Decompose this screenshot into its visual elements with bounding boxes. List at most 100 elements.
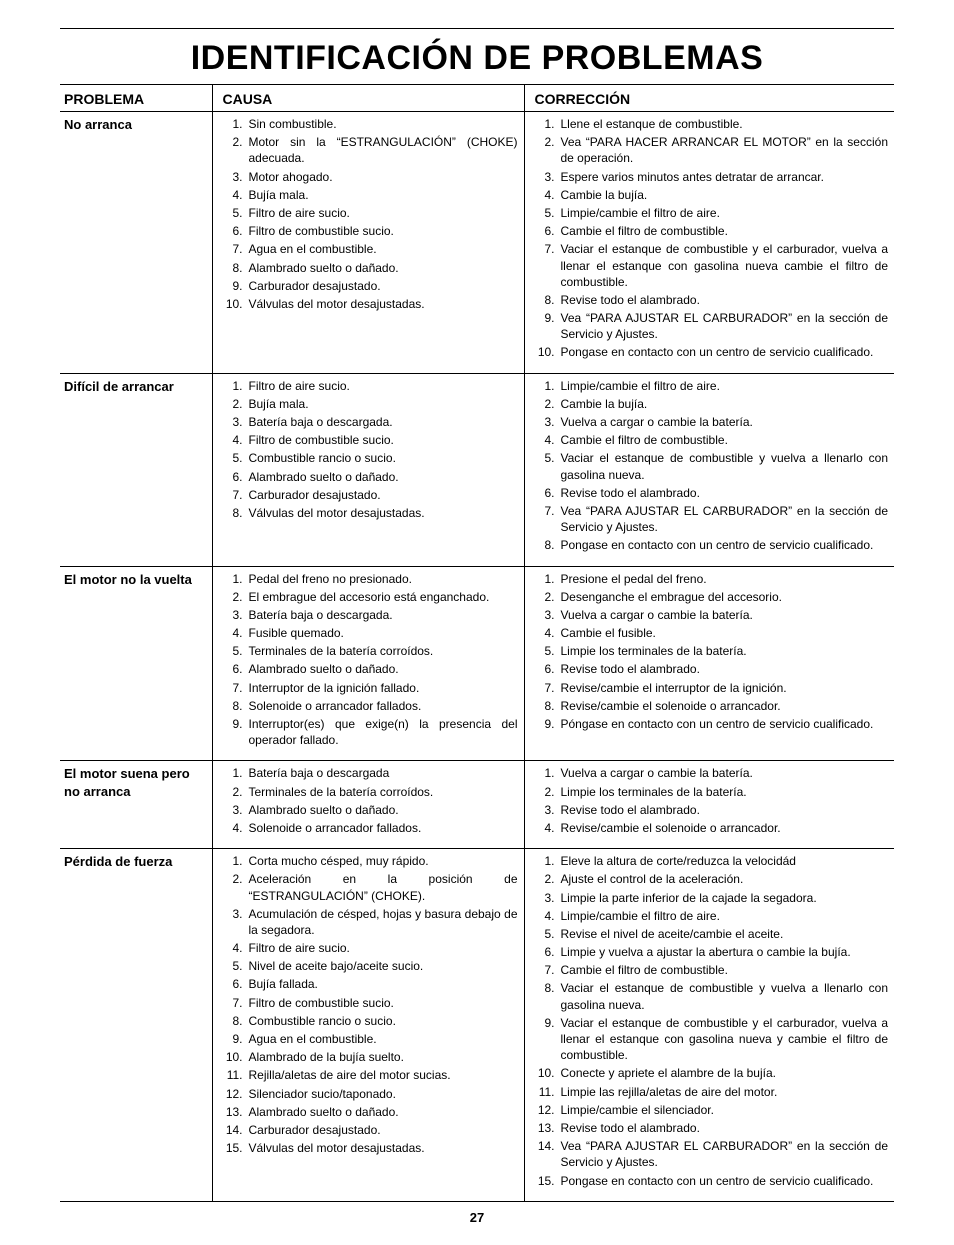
item-text: Alambrado suelto o dañado. bbox=[249, 1104, 518, 1120]
item-number: 14. bbox=[535, 1138, 561, 1154]
item-number: 1. bbox=[223, 378, 249, 394]
correction-item: 1.Llene el estanque de combustible. bbox=[535, 116, 889, 132]
item-text: Solenoide o arrancador fallados. bbox=[249, 820, 518, 836]
correction-item: 5.Limpie los terminales de la batería. bbox=[535, 643, 889, 659]
item-number: 14. bbox=[223, 1122, 249, 1138]
item-text: Filtro de aire sucio. bbox=[249, 378, 518, 394]
cause-item: 1.Filtro de aire sucio. bbox=[223, 378, 518, 394]
correction-item: 5.Limpie/cambie el filtro de aire. bbox=[535, 205, 889, 221]
item-text: Desenganche el embrague del accesorio. bbox=[561, 589, 889, 605]
item-text: Vea “PARA AJUSTAR EL CARBURADOR” en la s… bbox=[561, 1138, 889, 1170]
correction-item: 7.Cambie el filtro de combustible. bbox=[535, 962, 889, 978]
item-text: Válvulas del motor desajustadas. bbox=[249, 505, 518, 521]
problem-cell: El motor no la vuelta bbox=[60, 566, 212, 761]
item-number: 6. bbox=[535, 944, 561, 960]
item-number: 4. bbox=[535, 625, 561, 641]
item-text: Cambie la bujía. bbox=[561, 396, 889, 412]
item-text: Combustible rancio o sucio. bbox=[249, 1013, 518, 1029]
correction-item: 14.Vea “PARA AJUSTAR EL CARBURADOR” en l… bbox=[535, 1138, 889, 1170]
correction-item: 12.Limpie/cambie el silenciador. bbox=[535, 1102, 889, 1118]
item-text: Filtro de combustible sucio. bbox=[249, 223, 518, 239]
item-text: Batería baja o descargada. bbox=[249, 414, 518, 430]
item-number: 7. bbox=[535, 241, 561, 257]
item-number: 3. bbox=[535, 414, 561, 430]
item-number: 2. bbox=[223, 589, 249, 605]
item-text: Limpie los terminales de la batería. bbox=[561, 643, 889, 659]
item-number: 7. bbox=[535, 680, 561, 696]
item-text: Limpie/cambie el filtro de aire. bbox=[561, 908, 889, 924]
item-text: Vaciar el estanque de combustible y el c… bbox=[561, 241, 889, 290]
correction-item: 2.Desenganche el embrague del accesorio. bbox=[535, 589, 889, 605]
item-number: 4. bbox=[223, 625, 249, 641]
cause-item: 3.Batería baja o descargada. bbox=[223, 607, 518, 623]
item-number: 9. bbox=[535, 716, 561, 732]
correction-item: 9.Vea “PARA AJUSTAR EL CARBURADOR” en la… bbox=[535, 310, 889, 342]
item-text: Cambie el filtro de combustible. bbox=[561, 432, 889, 448]
correction-item: 4.Cambie el filtro de combustible. bbox=[535, 432, 889, 448]
item-text: Interruptor de la ignición fallado. bbox=[249, 680, 518, 696]
correction-item-list: 1.Vuelva a cargar o cambie la batería.2.… bbox=[535, 765, 889, 836]
item-text: Rejilla/aletas de aire del motor sucias. bbox=[249, 1067, 518, 1083]
item-number: 1. bbox=[223, 571, 249, 587]
correction-item: 8.Vaciar el estanque de combustible y vu… bbox=[535, 980, 889, 1012]
correction-item: 5.Vaciar el estanque de combustible y vu… bbox=[535, 450, 889, 482]
cause-item: 4.Filtro de combustible sucio. bbox=[223, 432, 518, 448]
item-text: Válvulas del motor desajustadas. bbox=[249, 1140, 518, 1156]
col-header-problem: PROBLEMA bbox=[60, 85, 212, 112]
item-text: Alambrado de la bujía suelto. bbox=[249, 1049, 518, 1065]
correction-item-list: 1.Eleve la altura de corte/reduzca la ve… bbox=[535, 853, 889, 1189]
item-number: 2. bbox=[223, 784, 249, 800]
item-number: 6. bbox=[223, 976, 249, 992]
item-text: Cambie el fusible. bbox=[561, 625, 889, 641]
item-number: 1. bbox=[223, 116, 249, 132]
item-text: Vaciar el estanque de combustible y vuel… bbox=[561, 980, 889, 1012]
problem-label: El motor suena pero no arranca bbox=[64, 765, 208, 800]
cause-cell: 1.Batería baja o descargada2.Terminales … bbox=[212, 761, 524, 849]
cause-item: 10.Alambrado de la bujía suelto. bbox=[223, 1049, 518, 1065]
item-number: 5. bbox=[535, 643, 561, 659]
correction-item: 5.Revise el nivel de aceite/cambie el ac… bbox=[535, 926, 889, 942]
item-number: 3. bbox=[223, 414, 249, 430]
item-number: 8. bbox=[223, 260, 249, 276]
item-number: 4. bbox=[223, 187, 249, 203]
correction-item: 15.Pongase en contacto con un centro de … bbox=[535, 1173, 889, 1189]
correction-item: 2.Cambie la bujía. bbox=[535, 396, 889, 412]
item-number: 15. bbox=[223, 1140, 249, 1156]
item-number: 3. bbox=[223, 607, 249, 623]
item-text: Conecte y apriete el alambre de la bujía… bbox=[561, 1065, 889, 1081]
page-title: IDENTIFICACIÓN DE PROBLEMAS bbox=[60, 39, 894, 78]
item-text: Revise/cambie el interruptor de la ignic… bbox=[561, 680, 889, 696]
item-number: 3. bbox=[535, 607, 561, 623]
cause-item: 2.Motor sin la “ESTRANGULACIÓN” (CHOKE) … bbox=[223, 134, 518, 166]
item-number: 9. bbox=[223, 716, 249, 732]
item-text: Revise/cambie el solenoide o arrancador. bbox=[561, 698, 889, 714]
item-number: 5. bbox=[535, 205, 561, 221]
cause-item: 7.Carburador desajustado. bbox=[223, 487, 518, 503]
item-number: 10. bbox=[223, 1049, 249, 1065]
item-number: 12. bbox=[223, 1086, 249, 1102]
item-text: Limpie los terminales de la batería. bbox=[561, 784, 889, 800]
item-number: 10. bbox=[223, 296, 249, 312]
item-number: 7. bbox=[223, 680, 249, 696]
item-text: Bujía mala. bbox=[249, 187, 518, 203]
correction-item: 3.Revise todo el alambrado. bbox=[535, 802, 889, 818]
item-number: 5. bbox=[535, 450, 561, 466]
item-number: 6. bbox=[535, 661, 561, 677]
page-number: 27 bbox=[60, 1210, 894, 1225]
correction-item: 8.Pongase en contacto con un centro de s… bbox=[535, 537, 889, 553]
item-number: 6. bbox=[223, 661, 249, 677]
table-row: No arranca1.Sin combustible.2.Motor sin … bbox=[60, 112, 894, 374]
cause-item: 2.Terminales de la batería corroídos. bbox=[223, 784, 518, 800]
correction-cell: 1.Presione el pedal del freno.2.Desengan… bbox=[524, 566, 894, 761]
item-text: Alambrado suelto o dañado. bbox=[249, 260, 518, 276]
item-number: 8. bbox=[535, 292, 561, 308]
item-text: Revise el nivel de aceite/cambie el acei… bbox=[561, 926, 889, 942]
cause-item: 15.Válvulas del motor desajustadas. bbox=[223, 1140, 518, 1156]
problem-label: No arranca bbox=[64, 116, 208, 134]
item-text: Agua en el combustible. bbox=[249, 1031, 518, 1047]
correction-item: 8.Revise/cambie el solenoide o arrancado… bbox=[535, 698, 889, 714]
correction-item: 11.Limpie las rejilla/aletas de aire del… bbox=[535, 1084, 889, 1100]
item-number: 2. bbox=[535, 134, 561, 150]
item-text: Silenciador sucio/taponado. bbox=[249, 1086, 518, 1102]
item-text: Limpie las rejilla/aletas de aire del mo… bbox=[561, 1084, 889, 1100]
